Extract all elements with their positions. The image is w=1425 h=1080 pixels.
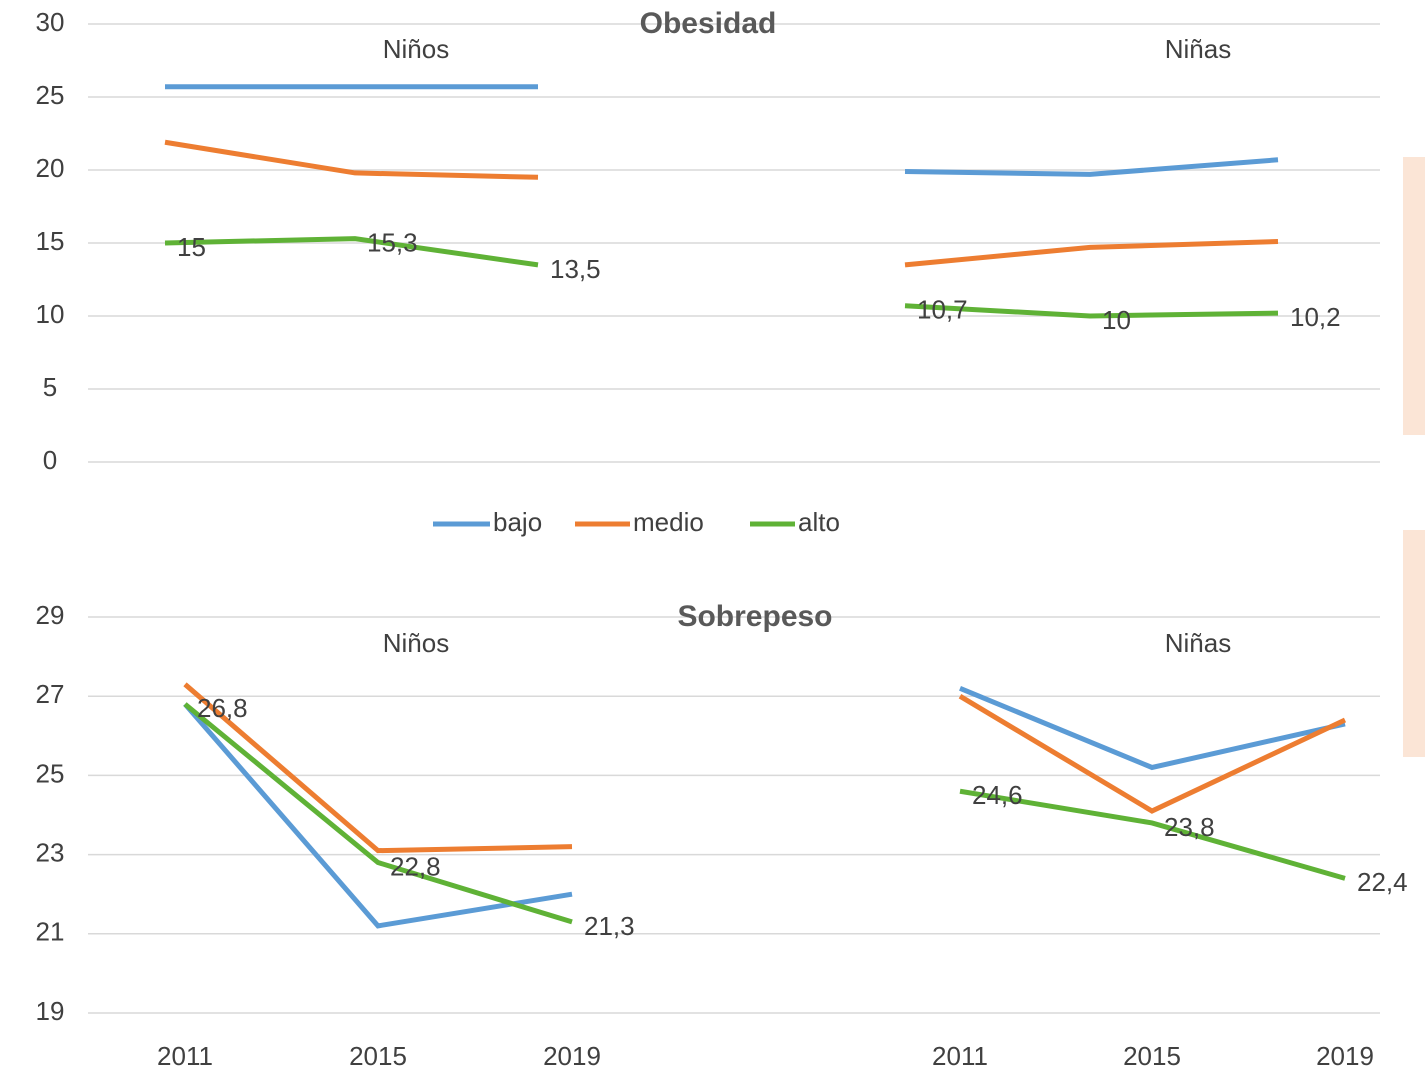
legend-label: bajo: [493, 507, 542, 537]
y-tick-label: 25: [36, 758, 65, 788]
panel-title: Niños: [383, 628, 449, 658]
y-tick-label: 25: [36, 80, 65, 110]
data-label: 10: [1102, 305, 1131, 335]
x-tick-label: 2011: [157, 1041, 213, 1071]
data-label: 21,3: [584, 911, 635, 941]
x-tick-label: 2011: [932, 1041, 988, 1071]
y-tick-label: 23: [36, 837, 65, 867]
data-label: 22,4: [1357, 867, 1408, 897]
y-tick-label: 10: [36, 299, 65, 329]
data-label: 10,7: [917, 295, 968, 325]
panel-title: Niñas: [1165, 34, 1231, 64]
chart: 0 5 10 15 20 25 30 Obesidad Niños 15 15,3 13,5 Niñas…: [0, 0, 1425, 1080]
x-tick-label: 2015: [349, 1041, 407, 1071]
y-tick-label: 21: [36, 917, 65, 947]
data-label: 13,5: [550, 254, 601, 284]
panel-title: Niñas: [1165, 628, 1231, 658]
series-line: [165, 142, 538, 177]
y-tick-label: 29: [36, 600, 65, 630]
y-tick-label: 5: [43, 372, 57, 402]
side-panel: [1403, 157, 1425, 435]
y-tick-label: 0: [43, 445, 57, 475]
x-tick-label: 2015: [1123, 1041, 1181, 1071]
panel-title: Niños: [383, 34, 449, 64]
data-label: 22,8: [390, 851, 441, 881]
y-tick-label: 19: [36, 996, 65, 1026]
side-panel: [1403, 530, 1425, 757]
data-label: 23,8: [1164, 812, 1215, 842]
chart-title: Obesidad: [640, 7, 777, 40]
y-tick-label: 15: [36, 226, 65, 256]
y-tick-label: 30: [36, 7, 65, 37]
data-label: 10,2: [1290, 302, 1341, 332]
series-line: [905, 242, 1278, 265]
y-tick-label: 20: [36, 153, 65, 183]
x-tick-label: 2019: [543, 1041, 601, 1071]
series-line: [905, 160, 1278, 175]
legend-label: medio: [633, 507, 704, 537]
data-label: 24,6: [972, 780, 1023, 810]
data-label: 15,3: [367, 227, 418, 257]
legend-label: alto: [798, 507, 840, 537]
data-label: 15: [177, 232, 206, 262]
chart-title: Sobrepeso: [677, 600, 832, 633]
data-label: 26,8: [197, 693, 248, 723]
x-tick-label: 2019: [1316, 1041, 1374, 1071]
y-tick-label: 27: [36, 679, 65, 709]
